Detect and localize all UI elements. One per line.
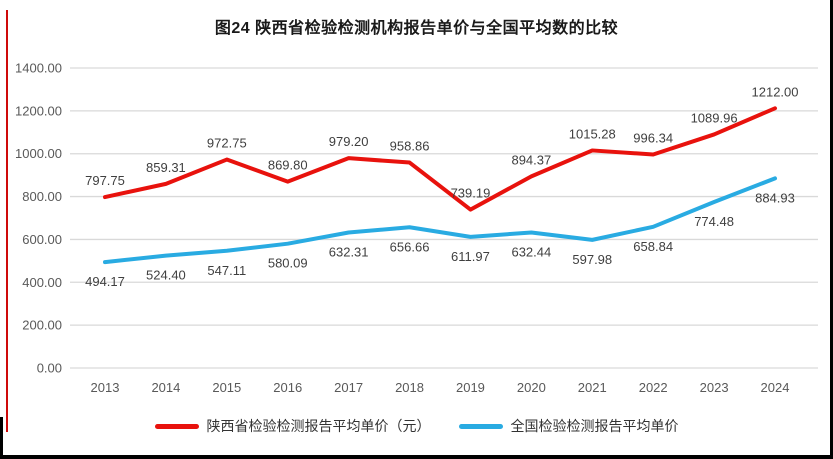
legend-line-swatch-red — [154, 423, 199, 429]
x-axis-tick-label: 2018 — [395, 380, 424, 395]
frame-border-bottom — [0, 455, 833, 459]
data-label: 632.31 — [329, 245, 369, 260]
data-label: 739.19 — [451, 186, 491, 201]
y-axis-tick-label: 600.00 — [22, 232, 62, 247]
data-label: 996.34 — [633, 130, 673, 145]
y-axis-tick-label: 400.00 — [22, 275, 62, 290]
data-label: 597.98 — [572, 252, 612, 267]
series-line-shaanxi_line — [103, 106, 777, 212]
data-label: 494.17 — [85, 274, 125, 289]
y-axis-tick-label: 1200.00 — [15, 103, 62, 118]
data-label: 1212.00 — [752, 84, 799, 99]
data-label: 632.44 — [511, 244, 551, 259]
data-label: 869.80 — [268, 158, 308, 173]
legend-label-national: 全国检验检测报告平均单价 — [510, 418, 679, 434]
x-axis-tick-label: 2020 — [517, 380, 546, 395]
data-label: 972.75 — [207, 136, 247, 151]
data-label: 1015.28 — [569, 126, 616, 141]
legend-item-national: 全国检验检测报告平均单价 — [458, 416, 679, 436]
data-label: 547.11 — [207, 263, 246, 278]
legend-line-swatch-blue — [458, 423, 503, 429]
data-label: 797.75 — [85, 173, 125, 188]
data-label: 656.66 — [390, 239, 430, 254]
frame-border-right — [830, 0, 833, 459]
data-label: 884.93 — [755, 190, 795, 205]
series-line-national_line — [103, 176, 777, 265]
y-axis-tick-label: 800.00 — [22, 189, 62, 204]
legend-item-shaanxi: 陕西省检验检测报告平均单价（元） — [154, 416, 431, 436]
chart-title: 图24 陕西省检验检测机构报告单价与全国平均数的比较 — [214, 20, 619, 37]
y-axis-tick-label: 0.00 — [37, 361, 62, 376]
x-axis-tick-label: 2014 — [151, 380, 180, 395]
x-axis-tick-label: 2015 — [212, 380, 241, 395]
data-label: 774.48 — [694, 214, 734, 229]
x-axis-tick-label: 2017 — [334, 380, 363, 395]
data-label: 859.31 — [146, 160, 186, 175]
x-axis-tick-label: 2016 — [273, 380, 302, 395]
left-edge-red-line — [6, 10, 8, 432]
data-label: 658.84 — [633, 239, 673, 254]
data-label: 958.86 — [390, 139, 430, 154]
x-axis-tick-label: 2019 — [456, 380, 485, 395]
data-label: 580.09 — [268, 256, 308, 271]
data-label: 1089.96 — [691, 110, 738, 125]
y-axis-tick-label: 1000.00 — [15, 146, 62, 161]
x-axis-tick-label: 2021 — [578, 380, 607, 395]
data-label: 979.20 — [329, 134, 369, 149]
frame-border-left — [0, 417, 3, 459]
data-label: 894.37 — [511, 152, 551, 167]
data-label: 524.40 — [146, 268, 186, 283]
y-axis-tick-label: 200.00 — [22, 318, 62, 333]
chart-legend: 陕西省检验检测报告平均单价（元） 全国检验检测报告平均单价 — [0, 416, 833, 436]
y-axis-tick-label: 1400.00 — [15, 61, 62, 76]
x-axis-tick-label: 2024 — [761, 380, 790, 395]
x-axis-tick-label: 2013 — [91, 380, 120, 395]
x-axis-tick-label: 2023 — [700, 380, 729, 395]
x-axis-tick-label: 2022 — [639, 380, 668, 395]
legend-label-shaanxi: 陕西省检验检测报告平均单价（元） — [206, 418, 431, 434]
data-label: 611.97 — [451, 249, 490, 264]
